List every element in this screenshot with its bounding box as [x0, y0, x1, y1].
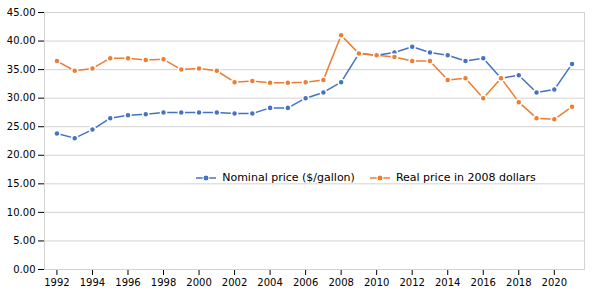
- svg-text:2002: 2002: [222, 277, 247, 288]
- svg-text:2010: 2010: [364, 277, 389, 288]
- svg-text:5.00: 5.00: [13, 235, 35, 246]
- svg-text:20.00: 20.00: [7, 149, 36, 160]
- svg-text:15.00: 15.00: [7, 178, 36, 189]
- svg-text:2018: 2018: [506, 277, 531, 288]
- svg-text:2004: 2004: [257, 277, 282, 288]
- html-text:Real price in 2008 dollars: Real price in 2008 dollars: [395, 171, 536, 185]
- svg-text:0.00: 0.00: [13, 264, 35, 275]
- svg-text:2012: 2012: [399, 277, 424, 288]
- svg-text:45.00: 45.00: [7, 7, 36, 18]
- svg-text:1998: 1998: [151, 277, 176, 288]
- svg-text:40.00: 40.00: [7, 35, 36, 46]
- svg-text:10.00: 10.00: [7, 207, 36, 218]
- svg-text:2016: 2016: [471, 277, 496, 288]
- svg-text:35.00: 35.00: [7, 64, 36, 75]
- svg-text:2008: 2008: [328, 277, 353, 288]
- svg-text:2014: 2014: [435, 277, 460, 288]
- svg-text:30.00: 30.00: [7, 92, 36, 103]
- svg-text:2006: 2006: [293, 277, 318, 288]
- html-text:Nominal price ($/gallon): Nominal price ($/gallon): [222, 171, 355, 185]
- svg-text:2020: 2020: [542, 277, 567, 288]
- svg-text:2000: 2000: [186, 277, 211, 288]
- svg-text:1992: 1992: [44, 277, 69, 288]
- svg-text:25.00: 25.00: [7, 121, 36, 132]
- svg-text:1994: 1994: [80, 277, 105, 288]
- svg-text:1996: 1996: [115, 277, 140, 288]
